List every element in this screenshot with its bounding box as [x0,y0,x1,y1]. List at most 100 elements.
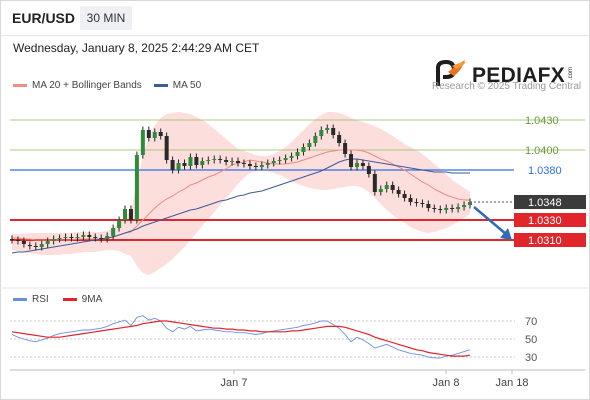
legend-ma50-label: MA 50 [172,80,202,91]
candle-body [408,198,413,202]
candle-body [69,237,74,238]
candle-body [134,155,139,220]
candle-body [271,161,276,163]
candle-body [259,165,264,167]
candle-body [224,160,229,162]
ma50-swatch [153,84,168,87]
ma9-swatch [62,298,77,301]
bollinger-band-area [12,112,470,275]
candle-body [236,161,241,163]
candle-body [468,202,472,205]
candle-body [301,147,306,152]
legend-item-rsi: RSI [13,294,49,305]
level-tag-1.0330 [514,213,586,227]
pediafx-logo: PEDIAFX .com [432,58,582,92]
candle-body [182,163,187,166]
rsi-line [11,315,471,359]
candle-body [438,209,443,210]
candle-body [378,189,383,192]
candle-body [152,132,157,138]
candle-body [277,160,282,161]
candle-body [295,152,300,156]
candle-body [99,238,104,239]
candle-body [343,143,348,154]
candle-body [230,161,235,162]
forecast-arrow-shaft [473,206,507,235]
rsi-tick-50: 50 [525,334,537,346]
candle-body [396,190,401,194]
candle-body [111,228,116,236]
candle-body [366,166,371,174]
timeframe-button[interactable]: 30 MIN [80,6,132,30]
candle-body [15,240,20,241]
legend-item-ma50: MA 50 [153,80,202,91]
candle-body [39,244,44,247]
last-price-label: 1.0348 [528,197,562,209]
logo-icon [436,59,466,86]
legend-rsi-label: RSI [32,294,49,305]
legend-9ma-label: 9MA [81,294,103,305]
forecast-arrow-head [500,228,512,240]
candle-body [27,245,32,246]
copyright-label: Research © 2025 Trading Central [432,81,582,92]
legend-item-9ma: 9MA [62,294,103,305]
header-divider [0,35,590,36]
rsi-tick-70: 70 [525,316,537,328]
candle-body [164,136,169,160]
candle-body [372,174,377,192]
candle-body [414,202,419,203]
last-price-tag [514,195,586,209]
candle-body [390,185,395,190]
rsi-swatch [13,298,27,301]
candle-body [331,128,336,135]
candle-body [450,208,455,209]
candle-body [170,160,175,170]
candle-body [176,163,181,170]
candle-body [349,154,354,167]
candle-body [93,237,98,238]
candle-body [462,205,467,207]
candle-body [354,163,359,167]
candle-body [10,239,14,240]
candle-body [253,166,258,167]
candle-body [140,130,145,155]
candle-body [384,185,389,189]
candle-body [247,164,252,166]
candle-body [456,207,461,209]
candle-body [117,220,122,228]
level-label-1.0310: 1.0310 [528,235,562,247]
candle-body [200,161,205,165]
candle-body [307,143,312,147]
candle-body [188,157,193,166]
legend-item-bb: MA 20 + Bollinger Bands [13,80,142,91]
candle-body [146,130,151,138]
level-label-1.0380: 1.0380 [528,165,562,177]
candle-body [444,208,449,210]
candle-body [289,156,294,158]
level-label-1.0330: 1.0330 [528,215,562,227]
candle-body [87,235,92,237]
price-legend: MA 20 + Bollinger Bands MA 50 [13,80,213,91]
logo-wordmark: PEDIAFX [472,64,566,87]
candle-body [51,239,56,241]
candle-body [283,158,288,160]
x-tick-label: Jan 8 [433,377,460,389]
candle-body [21,241,26,244]
x-tick-label: Jan 7 [221,377,248,389]
candle-body [57,238,62,239]
candle-body [325,128,330,130]
candle-body [75,237,80,238]
candle-body [206,160,211,161]
bb-swatch [13,84,27,87]
ma20-line [12,149,470,241]
candle-body [218,159,223,160]
candle-body [265,163,270,165]
candle-body [360,163,365,166]
legend-bb-label: MA 20 + Bollinger Bands [32,80,142,91]
symbol-label: EUR/USD [12,10,76,26]
rsi-9ma-line [11,320,471,357]
candle-body [319,130,324,136]
candle-body [123,209,128,220]
datetime-label: Wednesday, January 8, 2025 2:44:29 AM CE… [13,41,260,55]
